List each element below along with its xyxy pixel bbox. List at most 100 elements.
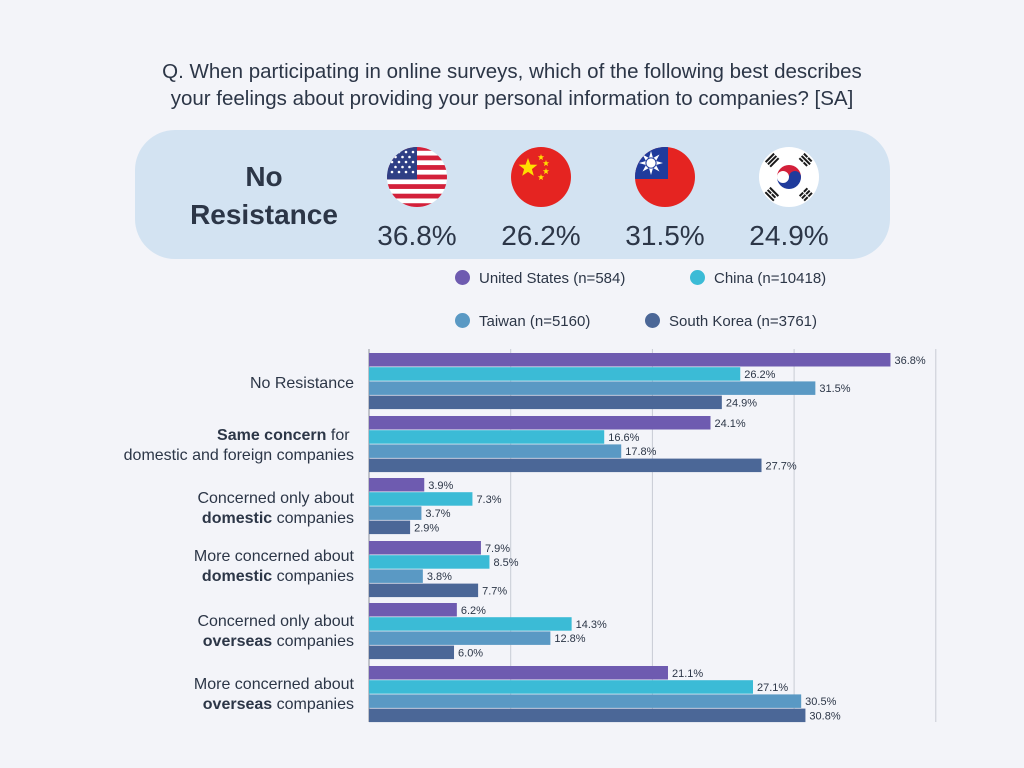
category-label-line: More concerned about bbox=[193, 676, 354, 693]
summary-title-line-2: Resistance bbox=[190, 199, 338, 230]
bar bbox=[369, 645, 455, 660]
category-label-only-overseas: Concerned only about overseas companies bbox=[197, 612, 354, 652]
bar bbox=[369, 492, 473, 506]
south-korea-flag-icon bbox=[759, 147, 819, 207]
category-label-text: for bbox=[326, 427, 350, 444]
bar-value-label: 31.5% bbox=[819, 383, 850, 395]
bar bbox=[369, 680, 754, 694]
summary-value-south-korea: 24.9% bbox=[749, 220, 829, 251]
category-label-text: companies bbox=[272, 510, 354, 527]
legend-item-taiwan: Taiwan (n=5160) bbox=[455, 313, 590, 331]
bar-value-label: 24.9% bbox=[726, 397, 757, 409]
summary-value-united-states: 36.8% bbox=[377, 220, 457, 251]
category-label-same-concern: Same concern for domestic and foreign co… bbox=[124, 426, 354, 466]
category-label-only-domestic: Concerned only about domestic companies bbox=[197, 489, 354, 529]
question-text: Q. When participating in online surveys,… bbox=[0, 58, 1024, 112]
taiwan-flag-icon bbox=[635, 147, 695, 207]
summary-value-taiwan: 31.5% bbox=[625, 220, 705, 251]
bar bbox=[369, 631, 551, 645]
bar-value-label: 3.7% bbox=[425, 508, 450, 520]
legend-item-united-states: United States (n=584) bbox=[455, 270, 625, 288]
category-label-emphasis: domestic bbox=[201, 510, 273, 527]
bar bbox=[369, 395, 722, 410]
question-line-2: your feelings about providing your perso… bbox=[170, 87, 854, 110]
legend-label: United States (n=584) bbox=[479, 270, 626, 287]
category-label-emphasis: overseas bbox=[202, 696, 273, 713]
category-label-emphasis: overseas bbox=[202, 633, 273, 650]
category-label-no-resistance: No Resistance bbox=[250, 374, 354, 394]
category-label-text: companies bbox=[272, 568, 354, 585]
bar-value-label: 8.5% bbox=[493, 557, 518, 569]
category-label-text: companies bbox=[272, 633, 354, 650]
summary-item-china: 26.2% bbox=[481, 146, 601, 252]
category-label-line: domestic and foreign companies bbox=[123, 447, 354, 464]
china-flag-icon bbox=[511, 147, 571, 207]
category-label-line: overseas companies bbox=[194, 695, 354, 715]
legend-swatch bbox=[690, 270, 705, 285]
bar-value-label: 12.8% bbox=[554, 633, 585, 645]
question-line-1: Q. When participating in online surveys,… bbox=[162, 60, 862, 83]
bar-value-label: 27.1% bbox=[757, 682, 788, 694]
bar-value-label: 21.1% bbox=[672, 668, 703, 680]
summary-title-line-1: No bbox=[245, 161, 283, 192]
bar-value-label: 30.5% bbox=[805, 696, 836, 708]
bar bbox=[369, 416, 711, 430]
bar bbox=[369, 478, 425, 492]
bar-value-label: 14.3% bbox=[576, 619, 607, 631]
category-label-text: companies bbox=[272, 696, 354, 713]
bar bbox=[369, 555, 490, 569]
summary-title: No Resistance bbox=[135, 158, 393, 234]
bar-value-label: 27.7% bbox=[766, 460, 797, 472]
legend-label: China (n=10418) bbox=[714, 270, 827, 287]
bar bbox=[369, 583, 479, 598]
bar-value-label: 7.7% bbox=[482, 585, 507, 597]
legend-swatch bbox=[455, 313, 470, 328]
category-label-line: overseas companies bbox=[197, 632, 354, 652]
legend-label: South Korea (n=3761) bbox=[669, 313, 818, 330]
bar-value-label: 6.0% bbox=[458, 647, 483, 659]
bar bbox=[369, 381, 816, 395]
category-label-line: No Resistance bbox=[249, 375, 354, 392]
bar-value-label: 7.3% bbox=[476, 494, 501, 506]
legend-item-china: China (n=10418) bbox=[690, 270, 826, 288]
bar-value-label: 17.8% bbox=[625, 446, 656, 458]
bar-value-label: 6.2% bbox=[461, 605, 486, 617]
category-label-line: Same concern for bbox=[124, 426, 354, 446]
bar-value-label: 26.2% bbox=[744, 369, 775, 381]
bar bbox=[369, 694, 802, 708]
legend-item-south-korea: South Korea (n=3761) bbox=[645, 313, 817, 331]
summary-item-taiwan: 31.5% bbox=[605, 146, 725, 252]
summary-item-south-korea: 24.9% bbox=[729, 146, 849, 252]
category-label-more-domestic: More concerned about domestic companies bbox=[194, 547, 354, 587]
bar-value-label: 3.9% bbox=[428, 480, 453, 492]
bar-value-label: 2.9% bbox=[414, 522, 439, 534]
bar bbox=[369, 666, 668, 680]
category-label-line: domestic companies bbox=[197, 509, 354, 529]
bar-value-label: 36.8% bbox=[894, 355, 925, 367]
no-resistance-summary-panel: No Resistance bbox=[135, 130, 890, 259]
bar bbox=[369, 603, 457, 617]
bar bbox=[369, 520, 411, 535]
summary-value-china: 26.2% bbox=[501, 220, 581, 251]
category-label-line: Concerned only about bbox=[197, 490, 354, 507]
summary-item-united-states: 36.8% bbox=[357, 146, 477, 252]
bar bbox=[369, 458, 762, 473]
legend-swatch bbox=[455, 270, 470, 285]
category-label-line: domestic companies bbox=[194, 567, 354, 587]
bar-value-label: 7.9% bbox=[485, 543, 510, 555]
bar-value-label: 30.8% bbox=[809, 710, 840, 722]
category-label-line: More concerned about bbox=[193, 548, 354, 565]
legend-label: Taiwan (n=5160) bbox=[479, 313, 591, 330]
category-label-line: Concerned only about bbox=[197, 613, 354, 630]
bar bbox=[369, 541, 481, 555]
bar-value-label: 24.1% bbox=[714, 418, 745, 430]
bar bbox=[369, 617, 572, 631]
bar bbox=[369, 569, 423, 583]
bar bbox=[369, 430, 605, 444]
legend-swatch bbox=[645, 313, 660, 328]
us-flag-icon bbox=[387, 147, 447, 207]
bar bbox=[369, 444, 622, 458]
bar bbox=[369, 367, 741, 381]
category-label-more-overseas: More concerned about overseas companies bbox=[194, 675, 354, 715]
